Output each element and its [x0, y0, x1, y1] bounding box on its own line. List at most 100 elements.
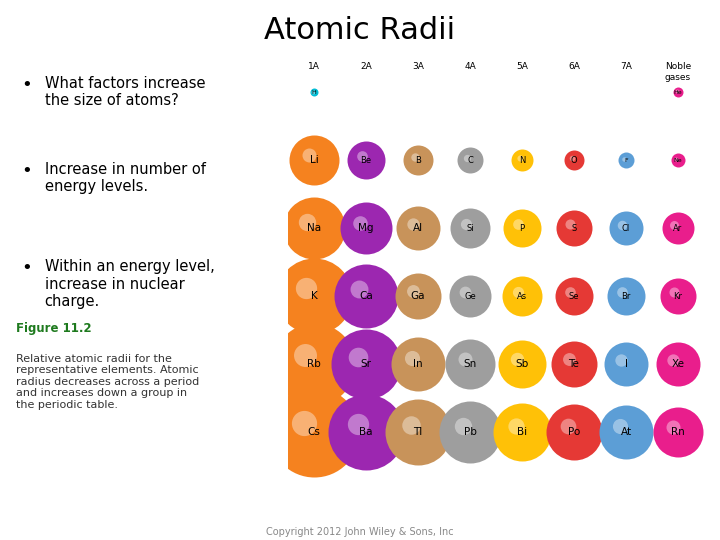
Point [360, 156, 372, 165]
Text: I: I [624, 360, 628, 369]
Point [568, 224, 580, 233]
Point [413, 360, 424, 369]
Point [360, 224, 372, 233]
Text: As: As [517, 292, 527, 301]
Point [672, 292, 684, 301]
Point [307, 87, 319, 96]
Text: H: H [312, 90, 316, 95]
Text: Ca: Ca [359, 292, 373, 301]
Text: Kr: Kr [673, 292, 683, 301]
Point [616, 220, 628, 229]
Point [616, 288, 628, 296]
Point [671, 87, 683, 96]
Point [516, 360, 528, 369]
Point [514, 154, 526, 163]
Point [464, 360, 476, 369]
Text: C: C [467, 156, 473, 165]
Point [616, 355, 627, 364]
Point [353, 353, 364, 361]
Point [302, 151, 314, 159]
Point [460, 220, 472, 228]
Point [459, 287, 471, 296]
Text: Pb: Pb [464, 427, 477, 437]
Point [516, 224, 528, 233]
Point [564, 220, 576, 229]
Point [354, 285, 365, 294]
Text: Sr: Sr [361, 360, 372, 369]
Text: Xe: Xe [672, 360, 685, 369]
Text: Rb: Rb [307, 360, 321, 369]
Point [614, 422, 626, 431]
Point [409, 153, 420, 161]
Text: Te: Te [569, 360, 580, 369]
Point [510, 422, 521, 430]
Point [568, 156, 580, 165]
Point [516, 428, 528, 437]
Text: Figure 11.2: Figure 11.2 [16, 322, 91, 335]
Point [352, 420, 364, 428]
Point [566, 154, 577, 163]
Point [459, 355, 470, 363]
Text: Copyright 2012 John Wiley & Sons, Inc: Copyright 2012 John Wiley & Sons, Inc [266, 527, 454, 537]
Point [668, 288, 680, 297]
Text: 7A: 7A [620, 63, 632, 71]
Text: B: B [415, 156, 421, 165]
Text: Atomic Radii: Atomic Radii [264, 16, 456, 45]
Text: Al: Al [413, 224, 423, 233]
Point [620, 360, 631, 369]
Point [308, 88, 320, 97]
Text: K: K [310, 292, 318, 301]
Text: 2A: 2A [360, 63, 372, 71]
Point [672, 88, 684, 97]
Text: Increase in number of
energy levels.: Increase in number of energy levels. [45, 162, 205, 194]
Point [620, 292, 631, 301]
Point [405, 421, 416, 429]
Text: 1A: 1A [308, 63, 320, 71]
Point [464, 292, 476, 301]
Point [360, 292, 372, 301]
Text: Ba: Ba [359, 427, 373, 437]
Point [620, 156, 631, 165]
Point [672, 428, 684, 437]
Text: Cl: Cl [622, 224, 630, 233]
Point [672, 224, 684, 233]
Text: What factors increase
the size of atoms?: What factors increase the size of atoms? [45, 76, 205, 108]
Text: Sn: Sn [464, 360, 477, 369]
Point [413, 428, 424, 437]
Text: 3A: 3A [412, 63, 424, 71]
Point [413, 156, 424, 165]
Text: Na: Na [307, 224, 321, 233]
Text: Bi: Bi [517, 427, 527, 437]
Text: Ga: Ga [410, 292, 426, 301]
Point [512, 220, 523, 228]
Point [413, 292, 424, 301]
Point [564, 288, 575, 296]
Text: •: • [22, 76, 32, 93]
Point [620, 428, 631, 437]
Text: Ge: Ge [464, 292, 476, 301]
Text: S: S [572, 224, 577, 233]
Point [667, 355, 679, 364]
Text: •: • [22, 259, 32, 277]
Point [308, 428, 320, 437]
Point [568, 360, 580, 369]
Point [300, 284, 311, 292]
Point [618, 154, 630, 163]
Point [464, 428, 476, 437]
Point [300, 351, 311, 360]
Point [464, 156, 476, 165]
Point [462, 153, 473, 162]
Point [457, 421, 469, 430]
Text: •: • [22, 162, 32, 180]
Text: N: N [519, 156, 525, 165]
Text: Mg: Mg [359, 224, 374, 233]
Point [413, 224, 424, 233]
Point [408, 219, 419, 228]
Point [354, 218, 366, 227]
Text: Relative atomic radii for the
representative elements. Atomic
radius decreases a: Relative atomic radii for the representa… [16, 354, 199, 410]
Text: Sb: Sb [516, 360, 528, 369]
Point [672, 156, 684, 165]
Point [360, 360, 372, 369]
Point [669, 220, 680, 229]
Text: Ar: Ar [673, 224, 683, 233]
